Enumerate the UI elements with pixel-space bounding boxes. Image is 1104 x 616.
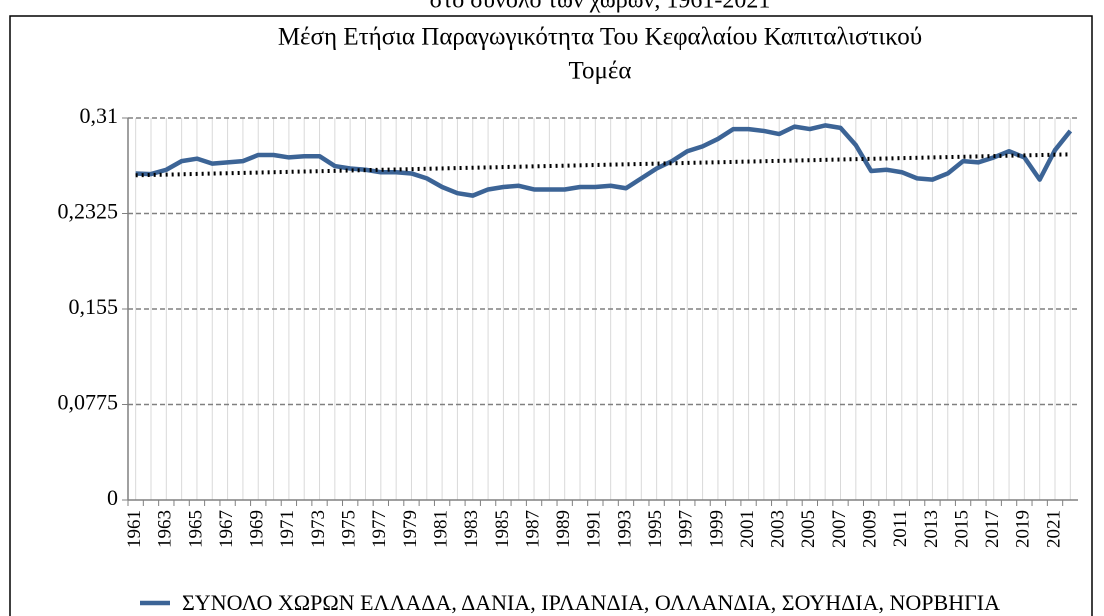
x-tick-label: 1991 [584, 510, 605, 548]
x-tick-label: 1961 [124, 510, 145, 548]
x-tick-label: 2013 [921, 510, 942, 548]
x-tick-label: 1985 [492, 510, 513, 548]
x-tick-label: 2017 [982, 510, 1003, 548]
x-tick-label: 2009 [860, 510, 881, 548]
chart-title: Τομέα [568, 58, 631, 85]
x-tick-label: 1967 [216, 510, 237, 548]
y-tick-label: 0,2325 [58, 199, 119, 224]
x-tick-label: 1989 [553, 510, 574, 548]
y-tick-label: 0,31 [80, 103, 119, 128]
x-tick-label: 1979 [400, 510, 421, 548]
x-tick-label: 1969 [247, 510, 268, 548]
x-tick-label: 1983 [461, 510, 482, 548]
x-tick-label: 1977 [369, 510, 390, 548]
x-tick-label: 2011 [890, 510, 911, 547]
x-tick-label: 1995 [645, 510, 666, 548]
x-tick-label: 1997 [676, 510, 697, 548]
x-tick-label: 1981 [430, 510, 451, 548]
x-tick-label: 1975 [339, 510, 360, 548]
x-tick-label: 2019 [1013, 510, 1034, 548]
x-tick-label: 1971 [277, 510, 298, 548]
x-tick-label: 1999 [706, 510, 727, 548]
x-tick-label: 2021 [1043, 510, 1064, 548]
x-tick-label: 1963 [155, 510, 176, 548]
legend-label: ΣΥΝΟΛΟ ΧΩΡΩΝ ΕΛΛΑΔΑ, ΔΑΝΙΑ, ΙΡΛΑΝΔΙΑ, ΟΛ… [182, 590, 1000, 615]
y-tick-label: 0 [107, 485, 118, 510]
x-tick-label: 1987 [522, 510, 543, 548]
data-line [135, 123, 1073, 198]
x-tick-label: 2001 [737, 510, 758, 548]
chart-subtitle: στο σύνολο των χωρών, 1961-2021 [430, 0, 771, 14]
x-tick-label: 2005 [798, 510, 819, 548]
x-tick-label: 1965 [185, 510, 206, 548]
x-tick-label: 1973 [308, 510, 329, 548]
chart-title: Μέση Ετήσια Παραγωγικότητα Του Κεφαλαίου… [278, 24, 922, 51]
x-tick-label: 1993 [614, 510, 635, 548]
chart-border [9, 15, 1093, 616]
x-tick-label: 2007 [829, 510, 850, 548]
y-tick-label: 0,155 [69, 294, 119, 319]
x-tick-label: 2015 [951, 510, 972, 548]
x-tick-label: 2003 [768, 510, 789, 548]
y-tick-label: 0,0775 [58, 390, 119, 415]
